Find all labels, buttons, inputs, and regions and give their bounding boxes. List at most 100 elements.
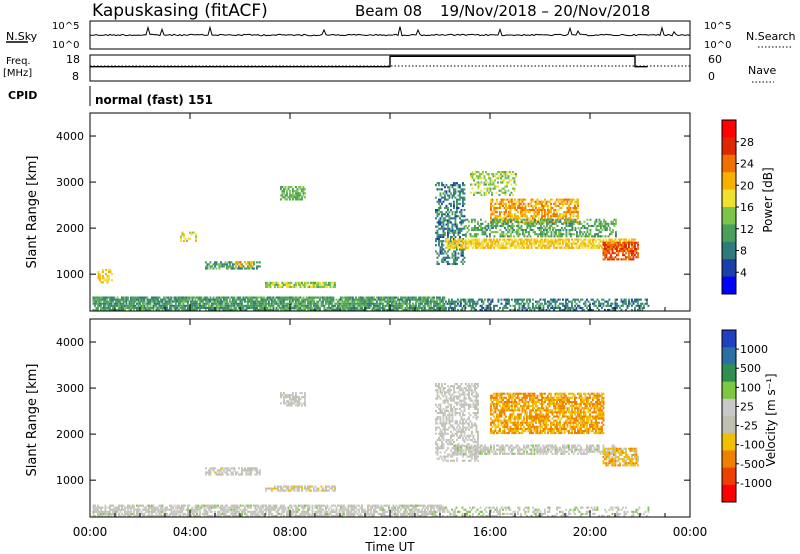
heatmap-cell xyxy=(236,308,239,311)
heatmap-cell xyxy=(178,296,180,299)
heatmap-cell xyxy=(504,171,507,174)
heatmap-cell xyxy=(505,300,507,303)
heatmap-cell xyxy=(433,308,435,311)
heatmap-cell xyxy=(289,504,291,507)
heatmap-cell xyxy=(620,238,623,241)
heatmap-cell xyxy=(454,213,457,216)
heatmap-cell xyxy=(623,241,626,244)
heatmap-cell xyxy=(506,238,509,241)
heatmap-cell xyxy=(448,202,451,205)
heatmap-cell xyxy=(512,187,514,190)
heatmap-cell xyxy=(272,281,275,284)
heatmap-cell xyxy=(447,209,449,212)
heatmap-cell xyxy=(98,298,101,301)
heatmap-cell xyxy=(485,308,488,311)
heatmap-cell xyxy=(438,235,440,238)
heatmap-cell xyxy=(344,506,347,509)
heatmap-cell xyxy=(278,508,281,511)
heatmap-cell xyxy=(368,306,371,309)
heatmap-cell xyxy=(604,247,606,250)
heatmap-cell xyxy=(605,256,608,259)
heatmap-cell xyxy=(233,504,236,507)
heatmap-cell xyxy=(568,224,571,227)
heatmap-cell xyxy=(296,306,299,309)
heatmap-cell xyxy=(459,196,461,199)
heatmap-cell xyxy=(356,308,359,311)
heatmap-cell xyxy=(610,231,613,234)
heatmap-cell xyxy=(157,510,159,513)
heatmap-cell xyxy=(296,196,299,199)
heatmap-cell xyxy=(505,304,507,307)
heatmap-cell xyxy=(242,298,245,301)
heatmap-cell xyxy=(631,304,633,307)
heatmap-cell xyxy=(613,243,615,246)
heatmap-cell xyxy=(281,192,284,195)
heatmap-cell xyxy=(265,512,267,515)
heatmap-cell xyxy=(497,215,500,218)
heatmap-cell xyxy=(175,296,177,299)
heatmap-cell xyxy=(508,213,510,216)
heatmap-cell xyxy=(441,246,443,249)
heatmap-cell xyxy=(341,296,344,299)
heatmap-cell xyxy=(497,177,499,180)
heatmap-cell xyxy=(241,298,243,301)
heatmap-cell xyxy=(625,300,627,303)
heatmap-cell xyxy=(292,188,294,191)
heatmap-cell xyxy=(152,504,155,507)
heatmap-cell xyxy=(301,512,303,515)
heatmap-cell xyxy=(365,306,368,309)
heatmap-cell xyxy=(124,308,126,311)
heatmap-cell xyxy=(448,231,451,234)
heatmap-cell xyxy=(587,244,590,247)
heatmap-cell xyxy=(155,302,158,305)
heatmap-cell xyxy=(197,304,200,307)
heatmap-cell xyxy=(154,514,156,517)
heatmap-cell xyxy=(431,296,434,299)
heatmap-cell xyxy=(493,304,495,307)
heatmap-cell xyxy=(532,209,534,212)
heatmap-cell xyxy=(572,308,575,311)
heatmap-cell xyxy=(472,302,474,305)
heatmap-cell xyxy=(350,308,353,311)
heatmap-cell xyxy=(512,304,515,307)
power-cbar-swatch xyxy=(722,259,736,278)
heatmap-cell xyxy=(451,186,454,189)
heatmap-cell xyxy=(540,218,542,221)
heatmap-cell xyxy=(281,300,284,303)
heatmap-cell xyxy=(598,235,601,238)
heatmap-cell xyxy=(616,244,618,247)
heatmap-cell xyxy=(498,171,501,174)
heatmap-cell xyxy=(118,508,120,511)
heatmap-cell xyxy=(263,306,266,309)
heatmap-cell xyxy=(635,250,638,253)
heatmap-cell xyxy=(238,261,240,264)
heatmap-cell xyxy=(493,306,495,309)
heatmap-cell xyxy=(646,298,648,301)
heatmap-cell xyxy=(535,238,537,241)
heatmap-cell xyxy=(341,308,344,311)
heatmap-cell xyxy=(221,302,224,305)
heatmap-cell xyxy=(445,240,447,243)
heatmap-cell xyxy=(507,177,510,180)
heatmap-cell xyxy=(518,304,521,307)
heatmap-cell xyxy=(617,258,620,261)
heatmap-cell xyxy=(638,304,641,307)
heatmap-cell xyxy=(107,514,110,517)
heatmap-cell xyxy=(281,194,284,197)
heatmap-cell xyxy=(379,298,381,301)
heatmap-cell xyxy=(514,240,516,243)
heatmap-cell xyxy=(575,221,578,224)
heatmap-cell xyxy=(554,202,557,205)
heatmap-cell xyxy=(574,238,576,241)
heatmap-cell xyxy=(344,298,347,301)
heatmap-cell xyxy=(218,512,221,515)
heatmap-cell xyxy=(544,217,546,220)
heatmap-cell xyxy=(148,302,150,305)
heatmap-cell xyxy=(221,265,224,268)
heatmap-cell xyxy=(157,514,159,517)
heatmap-cell xyxy=(563,240,566,243)
heatmap-cell xyxy=(286,296,288,299)
heatmap-cell xyxy=(323,306,326,309)
heatmap-cell xyxy=(499,211,501,214)
heatmap-cell xyxy=(223,512,225,515)
